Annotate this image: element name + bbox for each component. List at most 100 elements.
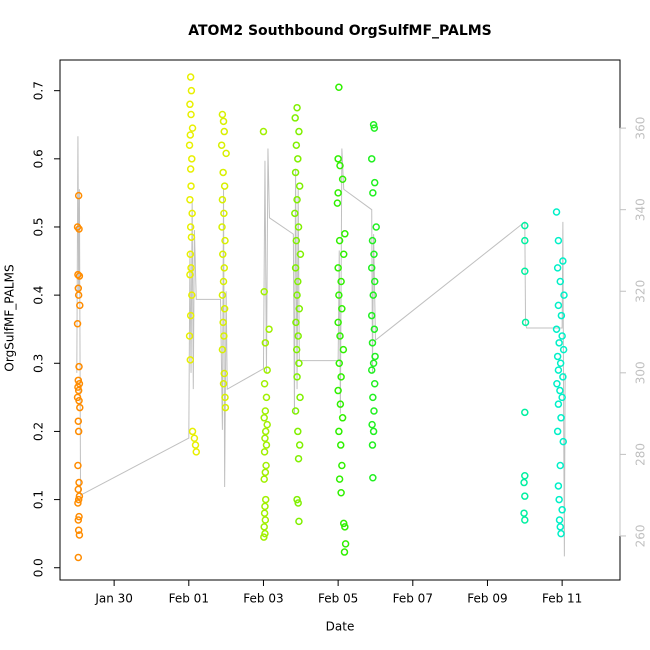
point	[292, 345, 301, 354]
point	[296, 250, 305, 258]
point	[295, 127, 303, 136]
point	[217, 141, 226, 149]
point	[186, 131, 195, 139]
point	[220, 305, 229, 313]
point	[372, 223, 380, 231]
point	[187, 182, 195, 190]
point	[370, 178, 379, 187]
point	[261, 339, 270, 347]
point	[553, 379, 561, 388]
point	[76, 301, 84, 310]
point	[188, 291, 196, 299]
point	[187, 233, 196, 241]
point	[553, 352, 562, 361]
point	[556, 523, 565, 531]
point	[520, 509, 528, 517]
point	[218, 345, 227, 354]
point	[336, 161, 344, 170]
point	[556, 386, 564, 395]
point	[521, 516, 529, 524]
x-tick-label: Feb 03	[243, 592, 283, 606]
x-tick-label: Feb 11	[542, 592, 582, 606]
point	[186, 73, 195, 81]
point	[74, 485, 83, 494]
point	[186, 195, 194, 204]
point	[334, 189, 342, 197]
point	[369, 291, 377, 299]
point	[340, 548, 349, 556]
point	[521, 318, 530, 327]
point	[261, 407, 270, 415]
point	[74, 553, 83, 562]
point	[369, 393, 377, 402]
point	[560, 291, 568, 299]
point	[74, 526, 83, 534]
point	[556, 277, 565, 286]
point	[261, 427, 270, 436]
point	[187, 86, 196, 95]
point	[74, 516, 83, 524]
point	[334, 155, 342, 163]
point	[260, 414, 268, 422]
point	[333, 199, 342, 207]
point	[369, 120, 378, 129]
y2-tick-label: 340	[634, 198, 648, 221]
point	[339, 519, 348, 528]
point	[555, 516, 564, 524]
point	[219, 318, 227, 327]
point	[74, 291, 83, 299]
point	[554, 482, 563, 490]
point	[555, 495, 563, 504]
point	[186, 250, 195, 258]
point	[292, 141, 301, 149]
point	[75, 492, 84, 500]
point	[336, 441, 345, 449]
y-tick-label: 0.4	[32, 286, 46, 305]
point	[221, 403, 230, 412]
chart-title: ATOM2 Southbound OrgSulfMF_PALMS	[188, 23, 492, 39]
point	[558, 393, 566, 402]
point	[368, 236, 377, 245]
point	[371, 352, 379, 361]
point	[339, 250, 348, 258]
point	[74, 284, 83, 293]
point	[219, 168, 227, 177]
point	[552, 325, 561, 333]
point	[292, 318, 300, 327]
point	[75, 397, 83, 405]
point	[186, 356, 195, 364]
point	[74, 376, 83, 385]
point	[261, 495, 270, 504]
point	[221, 393, 229, 402]
point	[75, 531, 84, 539]
point	[341, 523, 349, 531]
point	[557, 529, 565, 538]
y2-tick-label: 360	[634, 117, 648, 140]
point	[370, 277, 379, 286]
point	[337, 373, 345, 381]
point	[335, 83, 343, 92]
point	[559, 257, 567, 265]
point	[186, 223, 195, 231]
point	[338, 305, 346, 313]
x-tick-label: Feb 01	[169, 592, 209, 606]
point	[74, 461, 82, 470]
point	[370, 124, 379, 132]
point	[521, 408, 529, 417]
point	[74, 270, 82, 279]
point	[294, 155, 302, 163]
point	[294, 499, 302, 507]
point	[367, 311, 376, 320]
point	[338, 461, 346, 470]
x-tick-label: Jan 30	[94, 592, 133, 606]
point	[220, 182, 229, 190]
point	[186, 100, 194, 109]
point	[74, 191, 83, 200]
point	[334, 318, 342, 327]
y2-tick-label: 300	[634, 361, 648, 384]
point	[188, 124, 197, 132]
point	[292, 236, 301, 245]
point	[295, 359, 303, 368]
point	[75, 362, 83, 371]
